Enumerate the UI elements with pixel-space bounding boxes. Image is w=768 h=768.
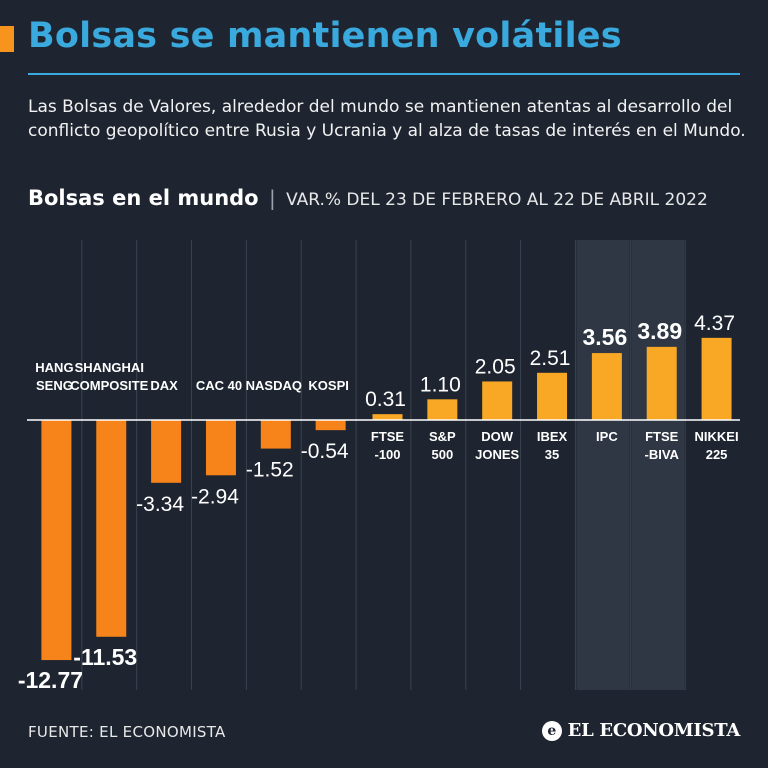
data-label: 0.31 [365, 388, 406, 411]
data-label: 3.56 [583, 324, 628, 350]
category-tick-label: CAC 40 [196, 378, 242, 393]
data-label: 2.05 [475, 355, 516, 378]
subtitle-separator: | [268, 186, 276, 210]
description-text: Las Bolsas de Valores, alrededor del mun… [28, 97, 746, 141]
data-label: -11.53 [73, 644, 137, 670]
category-tick-label: IBEX [537, 429, 568, 444]
category-tick-label: JONES [475, 447, 519, 462]
category-tick-label: DOW [481, 429, 514, 444]
category-tick-label: -100 [374, 447, 400, 462]
bar [482, 381, 513, 420]
data-label: -2.94 [191, 485, 239, 508]
el-economista-logo: e EL ECONOMISTA [541, 720, 741, 741]
category-tick-label: 35 [545, 447, 559, 462]
highlight-column [576, 240, 630, 690]
chart-title: Bolsas en el mundo [28, 186, 259, 210]
category-tick-label: HANG [35, 360, 73, 375]
bar [260, 420, 291, 449]
category-tick-label: -BIVA [645, 447, 680, 462]
category-tick-label: 225 [706, 447, 728, 462]
data-label: -1.52 [246, 459, 294, 482]
category-tick-label: KOSPI [308, 378, 348, 393]
bar [41, 420, 72, 661]
title-accent-bar [0, 26, 14, 52]
bar [646, 346, 677, 420]
bar [96, 420, 127, 637]
category-tick-label: SHANGHAI [75, 360, 144, 375]
bar [591, 353, 622, 420]
title-divider [28, 73, 740, 75]
bar [537, 372, 568, 420]
bar [372, 414, 403, 420]
category-tick-label: COMPOSITE [70, 378, 148, 393]
highlight-column [631, 240, 685, 690]
category-tick-label: 500 [431, 447, 453, 462]
data-label: -12.77 [18, 667, 83, 693]
data-label: 4.37 [694, 312, 735, 335]
bar [427, 399, 458, 420]
data-label: -0.54 [301, 440, 349, 463]
data-label: 1.10 [420, 373, 461, 396]
category-tick-label: IPC [596, 429, 618, 444]
category-tick-label: S&P [429, 429, 456, 444]
bar [701, 337, 732, 420]
data-label: -3.34 [136, 493, 184, 516]
data-label: 2.51 [530, 347, 571, 370]
bar [205, 420, 236, 476]
logo-text: EL ECONOMISTA [567, 720, 741, 741]
category-tick-label: FTSE [645, 429, 679, 444]
page-title: Bolsas se mantienen volátiles [28, 16, 622, 56]
category-tick-label: DAX [150, 378, 178, 393]
logo-mark-icon: e [541, 720, 562, 741]
bar [151, 420, 182, 483]
chart-subtitle: Bolsas en el mundo | VAR.% DEL 23 DE FEB… [28, 186, 708, 210]
category-tick-label: NASDAQ [246, 378, 302, 393]
bar [315, 420, 346, 431]
data-label: 3.89 [637, 318, 682, 344]
category-tick-label: FTSE [371, 429, 405, 444]
category-tick-label: NIKKEI [695, 429, 739, 444]
category-tick-label: SENG [36, 378, 73, 393]
source-text: FUENTE: EL ECONOMISTA [28, 723, 226, 741]
chart-period: VAR.% DEL 23 DE FEBRERO AL 22 DE ABRIL 2… [286, 190, 708, 210]
